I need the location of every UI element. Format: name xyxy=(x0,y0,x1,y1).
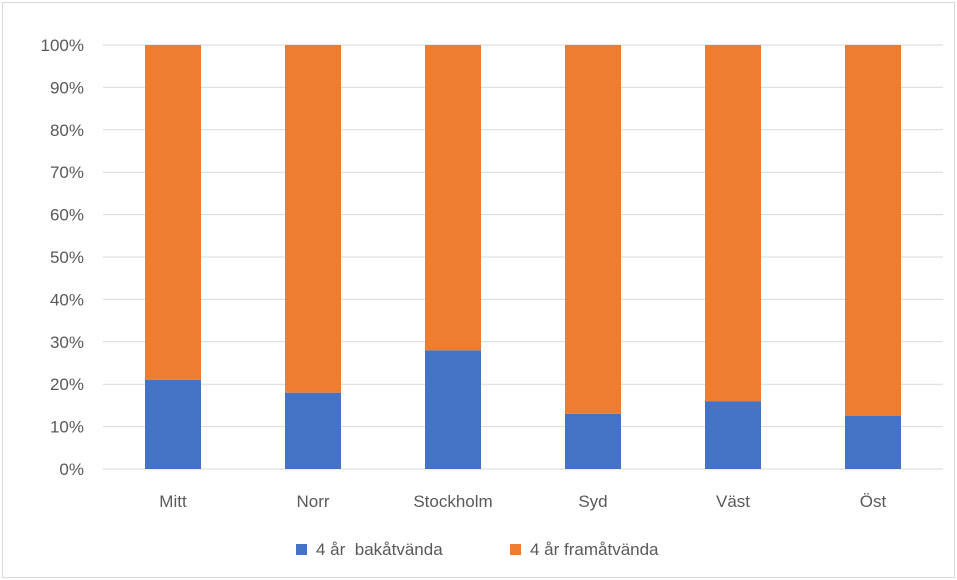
bar-bakatvanda-2 xyxy=(425,350,481,469)
x-tick-label: Väst xyxy=(716,492,750,511)
x-tick-label: Öst xyxy=(860,492,887,511)
legend-label: 4 år framåtvända xyxy=(530,540,659,559)
bar-bakatvanda-4 xyxy=(705,401,761,469)
legend-label: 4 år bakåtvända xyxy=(316,540,443,559)
bar-bakatvanda-3 xyxy=(565,413,621,469)
stacked-bar-chart: 0% 10% 20% 30% 40% 50% 60% 70% 80% 90% 100% Mitt No… xyxy=(41,36,943,559)
y-tick-label: 10% xyxy=(50,418,84,437)
y-tick-label: 70% xyxy=(50,163,84,182)
y-tick-label: 50% xyxy=(50,248,84,267)
y-tick-label: 100% xyxy=(41,36,84,55)
bar-bakatvanda-0 xyxy=(145,379,201,469)
bar-framatvanda-4 xyxy=(705,45,761,402)
bar-framatvanda-1 xyxy=(285,45,341,393)
legend-swatch xyxy=(510,544,521,555)
legend-swatch xyxy=(296,544,307,555)
bars xyxy=(145,45,901,469)
bar-framatvanda-3 xyxy=(565,45,621,414)
bar-bakatvanda-5 xyxy=(845,416,901,469)
x-axis-tick-labels: Mitt Norr Stockholm Syd Väst Öst xyxy=(159,492,886,511)
legend: 4 år bakåtvända 4 år framåtvända xyxy=(296,540,659,559)
x-tick-label: Mitt xyxy=(159,492,187,511)
bar-framatvanda-5 xyxy=(845,45,901,416)
y-axis-tick-labels: 0% 10% 20% 30% 40% 50% 60% 70% 80% 90% 100% xyxy=(41,36,84,479)
x-tick-label: Stockholm xyxy=(413,492,492,511)
y-tick-label: 60% xyxy=(50,206,84,225)
y-tick-label: 20% xyxy=(50,375,84,394)
y-tick-label: 40% xyxy=(50,290,84,309)
y-tick-label: 90% xyxy=(50,78,84,97)
bar-framatvanda-2 xyxy=(425,45,481,351)
bar-framatvanda-0 xyxy=(145,45,201,380)
y-tick-label: 0% xyxy=(59,460,84,479)
bar-bakatvanda-1 xyxy=(285,392,341,469)
x-tick-label: Norr xyxy=(296,492,329,511)
x-tick-label: Syd xyxy=(578,492,607,511)
y-tick-label: 30% xyxy=(50,333,84,352)
gridlines xyxy=(103,44,943,470)
y-tick-label: 80% xyxy=(50,121,84,140)
